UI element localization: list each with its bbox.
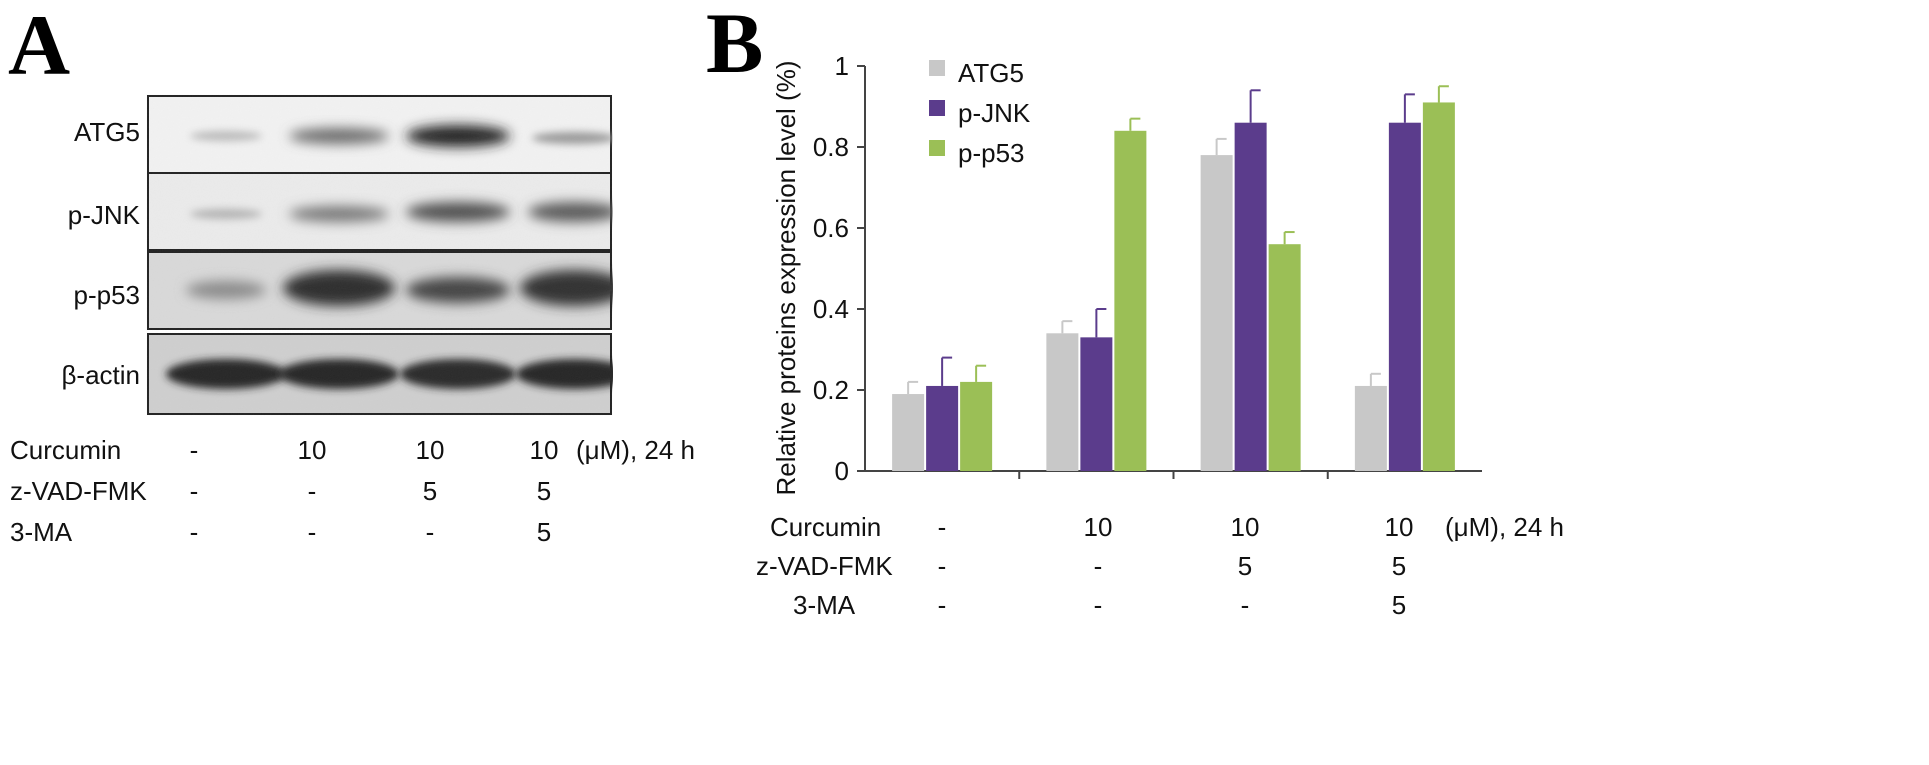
bar-pp53-2 xyxy=(1114,130,1147,472)
bar-pp53-4 xyxy=(1422,102,1455,471)
panel-b-curcumin-val-4: 10 xyxy=(1384,512,1414,542)
panel-b-3ma-val-1: - xyxy=(937,590,947,620)
blot-label-pp53: p-p53 xyxy=(73,280,141,310)
panel-a-curcumin-val-4: 10 xyxy=(529,435,559,465)
bar-atg5-4 xyxy=(1354,385,1387,471)
panel-a-curcumin-suffix: (μM), 24 h xyxy=(576,435,696,465)
legend-label-atg5: ATG5 xyxy=(958,58,1024,88)
panel-b-curcumin-suffix: (μM), 24 h xyxy=(1445,512,1565,542)
panel-a-zvad-val-2: - xyxy=(307,476,317,506)
legend-label-pjnk: p-JNK xyxy=(958,98,1031,128)
panel-b-zvad-val-1: - xyxy=(937,551,947,581)
panel-b-letter: B xyxy=(706,0,764,91)
panel-a-curcumin-val-1: - xyxy=(189,435,199,465)
y-tick-label-4: 0.8 xyxy=(813,132,849,162)
panel-b-curcumin-val-1: - xyxy=(937,512,947,542)
panel-b-3ma-label: 3-MA xyxy=(793,590,856,620)
y-axis-label: Relative proteins expression level (%) xyxy=(771,61,801,496)
y-tick-label-5: 1 xyxy=(835,51,849,81)
panel-b-3ma-val-4: 5 xyxy=(1391,590,1407,620)
y-tick-label-0: 0 xyxy=(835,456,849,486)
legend-label-pp53: p-p53 xyxy=(958,138,1025,168)
legend-swatch-pp53 xyxy=(929,140,945,156)
panel-b-curcumin-label: Curcumin xyxy=(770,512,882,542)
blot-label-atg5: ATG5 xyxy=(74,117,140,147)
bar-atg5-2 xyxy=(1046,333,1079,471)
bar-pp53-1 xyxy=(960,381,993,471)
panel-b-zvad-val-2: - xyxy=(1093,551,1103,581)
panel-a-3ma-val-3: - xyxy=(425,517,435,547)
bar-pjnk-4 xyxy=(1388,122,1421,471)
panel-a-3ma-val-4: 5 xyxy=(536,517,552,547)
bar-pjnk-3 xyxy=(1234,122,1267,471)
panel-b-zvad-val-3: 5 xyxy=(1237,551,1253,581)
y-tick-label-2: 0.4 xyxy=(813,294,849,324)
panel-b-zvad-val-4: 5 xyxy=(1391,551,1407,581)
panel-a-curcumin-val-2: 10 xyxy=(297,435,327,465)
panel-b-3ma-val-3: - xyxy=(1240,590,1250,620)
panel-a-3ma-label: 3-MA xyxy=(10,517,73,547)
bar-atg5-3 xyxy=(1200,155,1233,471)
bar-atg5-1 xyxy=(892,394,925,471)
blot-label-pjnk: p-JNK xyxy=(67,200,140,230)
legend-swatch-pjnk xyxy=(929,100,945,116)
y-tick-label-1: 0.2 xyxy=(813,375,849,405)
bar-pp53-3 xyxy=(1268,244,1301,471)
bar-pjnk-2 xyxy=(1080,337,1113,471)
panel-a-zvad-val-3: 5 xyxy=(422,476,438,506)
blot-label-beta-actin: β-actin xyxy=(61,360,140,390)
panel-a-letter: A xyxy=(8,0,71,93)
panel-a-curcumin-label: Curcumin xyxy=(10,435,122,465)
panel-b-zvad-label: z-VAD-FMK xyxy=(756,551,893,581)
panel-b-curcumin-val-3: 10 xyxy=(1230,512,1260,542)
legend-swatch-atg5 xyxy=(929,60,945,76)
y-tick-label-3: 0.6 xyxy=(813,213,849,243)
panel-b-curcumin-val-2: 10 xyxy=(1083,512,1113,542)
panel-a-3ma-val-1: - xyxy=(189,517,199,547)
western-blot-image xyxy=(146,94,613,416)
panel-a-zvad-val-4: 5 xyxy=(536,476,552,506)
panel-a-curcumin-val-3: 10 xyxy=(415,435,445,465)
panel-a-zvad-val-1: - xyxy=(189,476,199,506)
panel-b-3ma-val-2: - xyxy=(1093,590,1103,620)
bar-pjnk-1 xyxy=(926,385,959,471)
panel-a-3ma-val-2: - xyxy=(307,517,317,547)
panel-a-zvad-label: z-VAD-FMK xyxy=(10,476,147,506)
